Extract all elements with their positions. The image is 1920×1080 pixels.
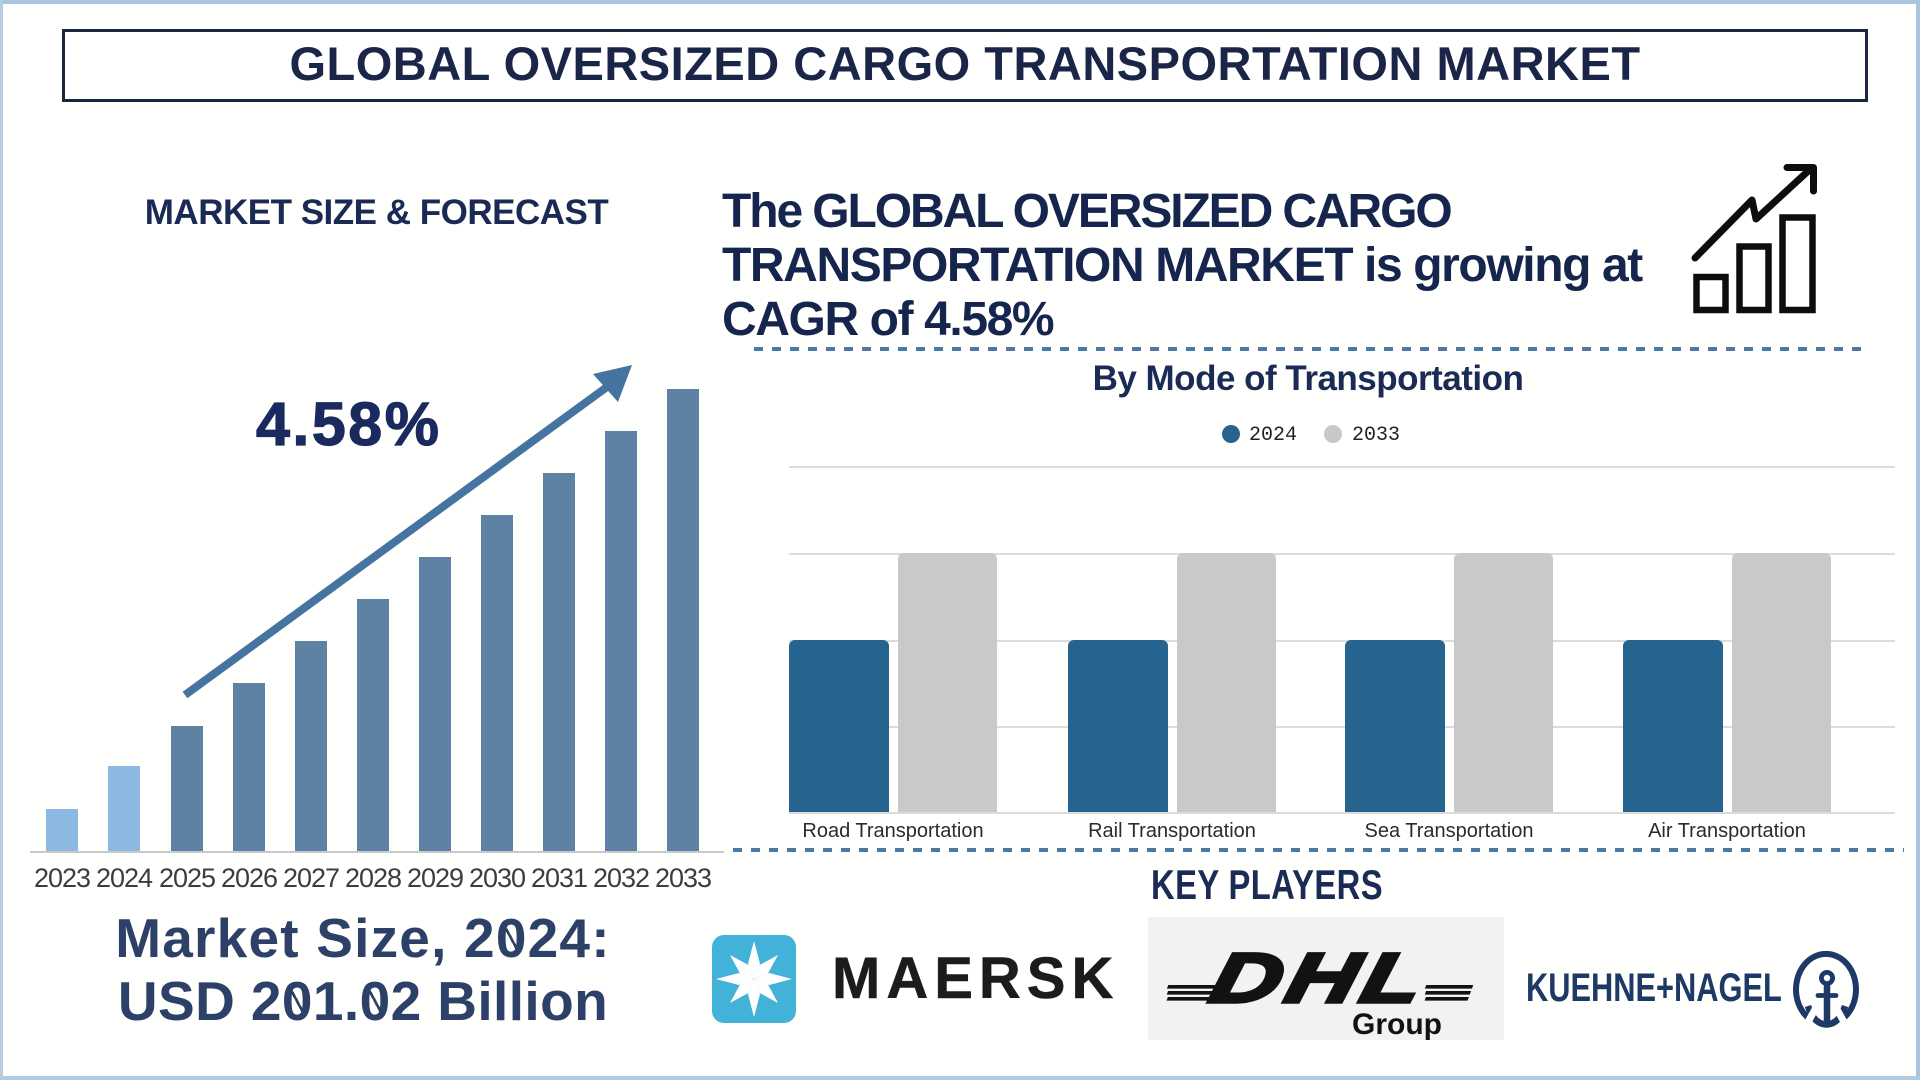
svg-text:Group: Group (1352, 1008, 1442, 1040)
svg-text:DHL: DHL (1203, 940, 1438, 1018)
